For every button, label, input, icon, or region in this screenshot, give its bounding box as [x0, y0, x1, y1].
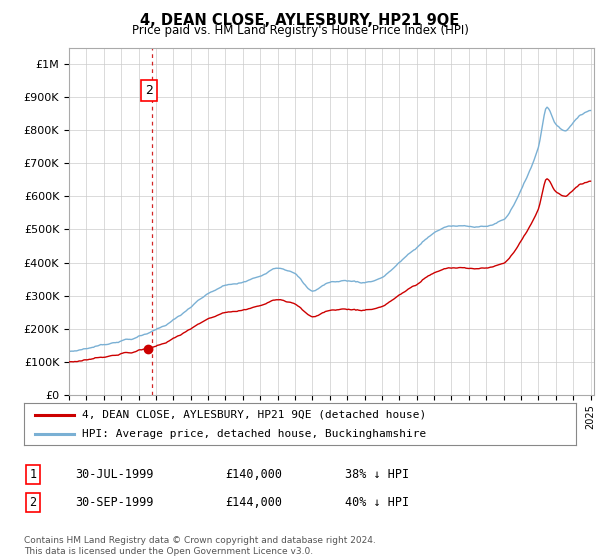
Text: HPI: Average price, detached house, Buckinghamshire: HPI: Average price, detached house, Buck… — [82, 429, 426, 439]
Text: 40% ↓ HPI: 40% ↓ HPI — [345, 496, 409, 509]
Text: 38% ↓ HPI: 38% ↓ HPI — [345, 468, 409, 481]
Text: 30-JUL-1999: 30-JUL-1999 — [75, 468, 154, 481]
Text: £140,000: £140,000 — [225, 468, 282, 481]
Text: 4, DEAN CLOSE, AYLESBURY, HP21 9QE (detached house): 4, DEAN CLOSE, AYLESBURY, HP21 9QE (deta… — [82, 409, 426, 419]
Text: 30-SEP-1999: 30-SEP-1999 — [75, 496, 154, 509]
Text: 2: 2 — [145, 84, 153, 97]
Text: Contains HM Land Registry data © Crown copyright and database right 2024.
This d: Contains HM Land Registry data © Crown c… — [24, 536, 376, 556]
Text: £144,000: £144,000 — [225, 496, 282, 509]
Text: 2: 2 — [29, 496, 37, 509]
Text: 4, DEAN CLOSE, AYLESBURY, HP21 9QE: 4, DEAN CLOSE, AYLESBURY, HP21 9QE — [140, 13, 460, 28]
Text: Price paid vs. HM Land Registry's House Price Index (HPI): Price paid vs. HM Land Registry's House … — [131, 24, 469, 37]
Text: 1: 1 — [29, 468, 37, 481]
